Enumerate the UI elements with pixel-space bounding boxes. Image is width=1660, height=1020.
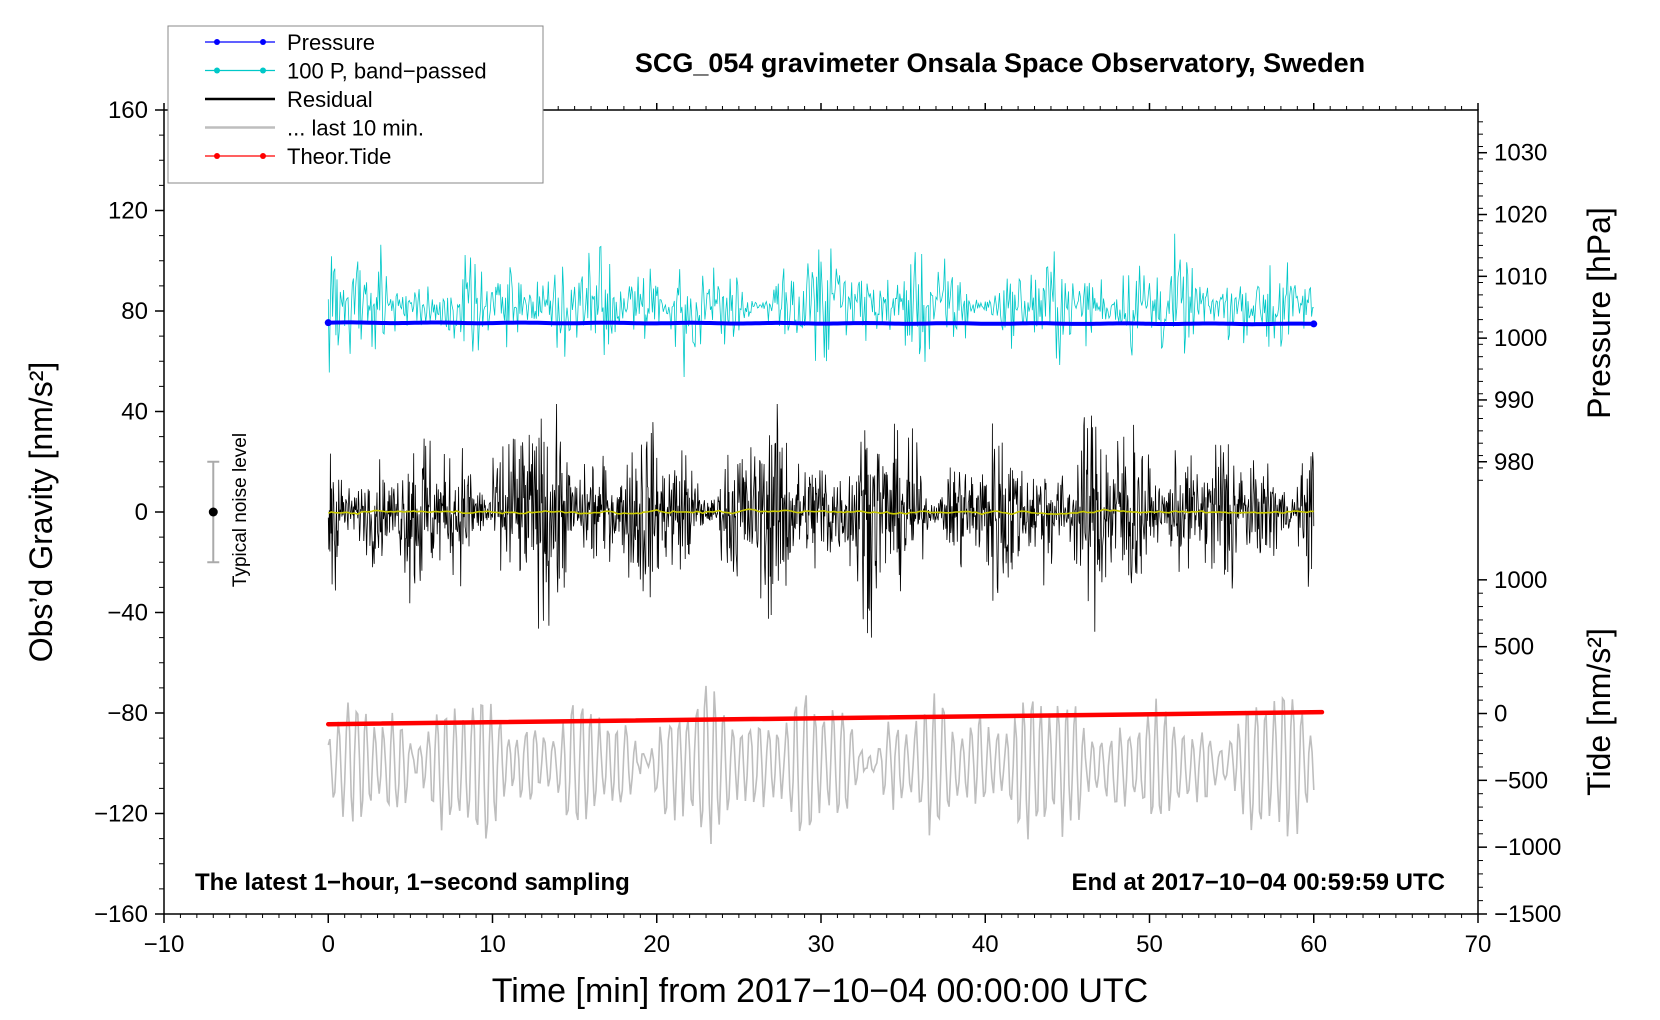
- series-theor-tide: [326, 709, 1325, 727]
- legend-marker: [260, 39, 266, 45]
- y-tick-label-left: 160: [108, 97, 148, 124]
- pressure-tick-label: 990: [1494, 387, 1534, 414]
- x-tick-label: 40: [972, 931, 999, 958]
- tide-tick-label: 0: [1494, 701, 1507, 728]
- y-tick-label-left: −120: [94, 801, 148, 828]
- x-tick-label: 30: [808, 931, 835, 958]
- pressure-tick-label: 1030: [1494, 140, 1547, 167]
- legend-label: 100 P, band−passed: [287, 59, 487, 84]
- y-axis-label-pressure: Pressure [hPa]: [1581, 207, 1617, 419]
- y-tick-label-left: 120: [108, 198, 148, 225]
- series-last-10-min: [327, 685, 1315, 845]
- x-tick-label: −10: [144, 931, 185, 958]
- y-axis-label-left: Obs’d Gravity [nm/s²]: [23, 362, 59, 663]
- pressure-tick-label: 980: [1494, 449, 1534, 476]
- legend-marker: [260, 67, 266, 74]
- axes-layer: −10 0 10 20 30 40 50 60 70−160−120−80−4004080120…: [94, 97, 1561, 958]
- x-axis-label: Time [min] from 2017−10−04 00:00:00 UTC: [492, 972, 1148, 1010]
- pressure-end-marker: [1310, 320, 1318, 328]
- legend-marker: [214, 67, 220, 74]
- legend-label: Residual: [287, 87, 373, 112]
- chart-title: SCG_054 gravimeter Onsala Space Observat…: [635, 48, 1365, 78]
- series-pressure: [328, 320, 1314, 327]
- legend-marker: [214, 153, 220, 159]
- y-tick-label-left: −80: [107, 700, 148, 727]
- pressure-tick-label: 1000: [1494, 325, 1547, 352]
- y-tick-label-left: −160: [94, 901, 148, 928]
- legend-label: Theor.Tide: [287, 144, 391, 169]
- tide-tick-label: 500: [1494, 634, 1534, 661]
- legend-label: Pressure: [287, 30, 375, 55]
- pressure-start-marker: [324, 319, 332, 327]
- y-axis-label-tide: Tide [nm/s²]: [1581, 628, 1617, 796]
- x-tick-label: 60: [1300, 931, 1327, 958]
- legend: Pressure 100 P, band−passed Residual ... la…: [167, 25, 544, 184]
- series-residual: [327, 403, 1315, 638]
- x-tick-label: 20: [643, 931, 670, 958]
- noise-level-label: Typical noise level: [230, 433, 251, 587]
- tide-tick-label: −1500: [1494, 901, 1561, 928]
- y-tick-label-left: −40: [107, 600, 148, 627]
- data-layer: [207, 233, 1325, 845]
- tide-tick-label: 1000: [1494, 567, 1547, 594]
- legend-marker: [260, 153, 266, 159]
- legend-marker: [214, 39, 220, 45]
- noise-bar-center: [208, 507, 218, 517]
- tide-tick-label: −500: [1494, 767, 1548, 794]
- x-tick-label: 0: [322, 931, 335, 958]
- tide-tick-label: −1000: [1494, 834, 1561, 861]
- x-tick-label: 10: [479, 931, 506, 958]
- y-tick-label-left: 80: [121, 298, 148, 325]
- footer-left-label: The latest 1−hour, 1−second sampling: [195, 869, 630, 896]
- legend-label: ... last 10 min.: [287, 116, 424, 141]
- footer-right-label: End at 2017−10−04 00:59:59 UTC: [1071, 869, 1445, 896]
- series-residual-smoothed: [328, 508, 1314, 516]
- y-tick-label-left: 0: [135, 499, 148, 526]
- pressure-tick-label: 1020: [1494, 202, 1547, 229]
- x-tick-label: 50: [1136, 931, 1163, 958]
- x-tick-label: 70: [1465, 931, 1492, 958]
- y-tick-label-left: 40: [121, 399, 148, 426]
- series-bandpassed-pressure: [327, 233, 1314, 378]
- legend-box: [167, 25, 544, 184]
- pressure-tick-label: 1010: [1494, 263, 1547, 290]
